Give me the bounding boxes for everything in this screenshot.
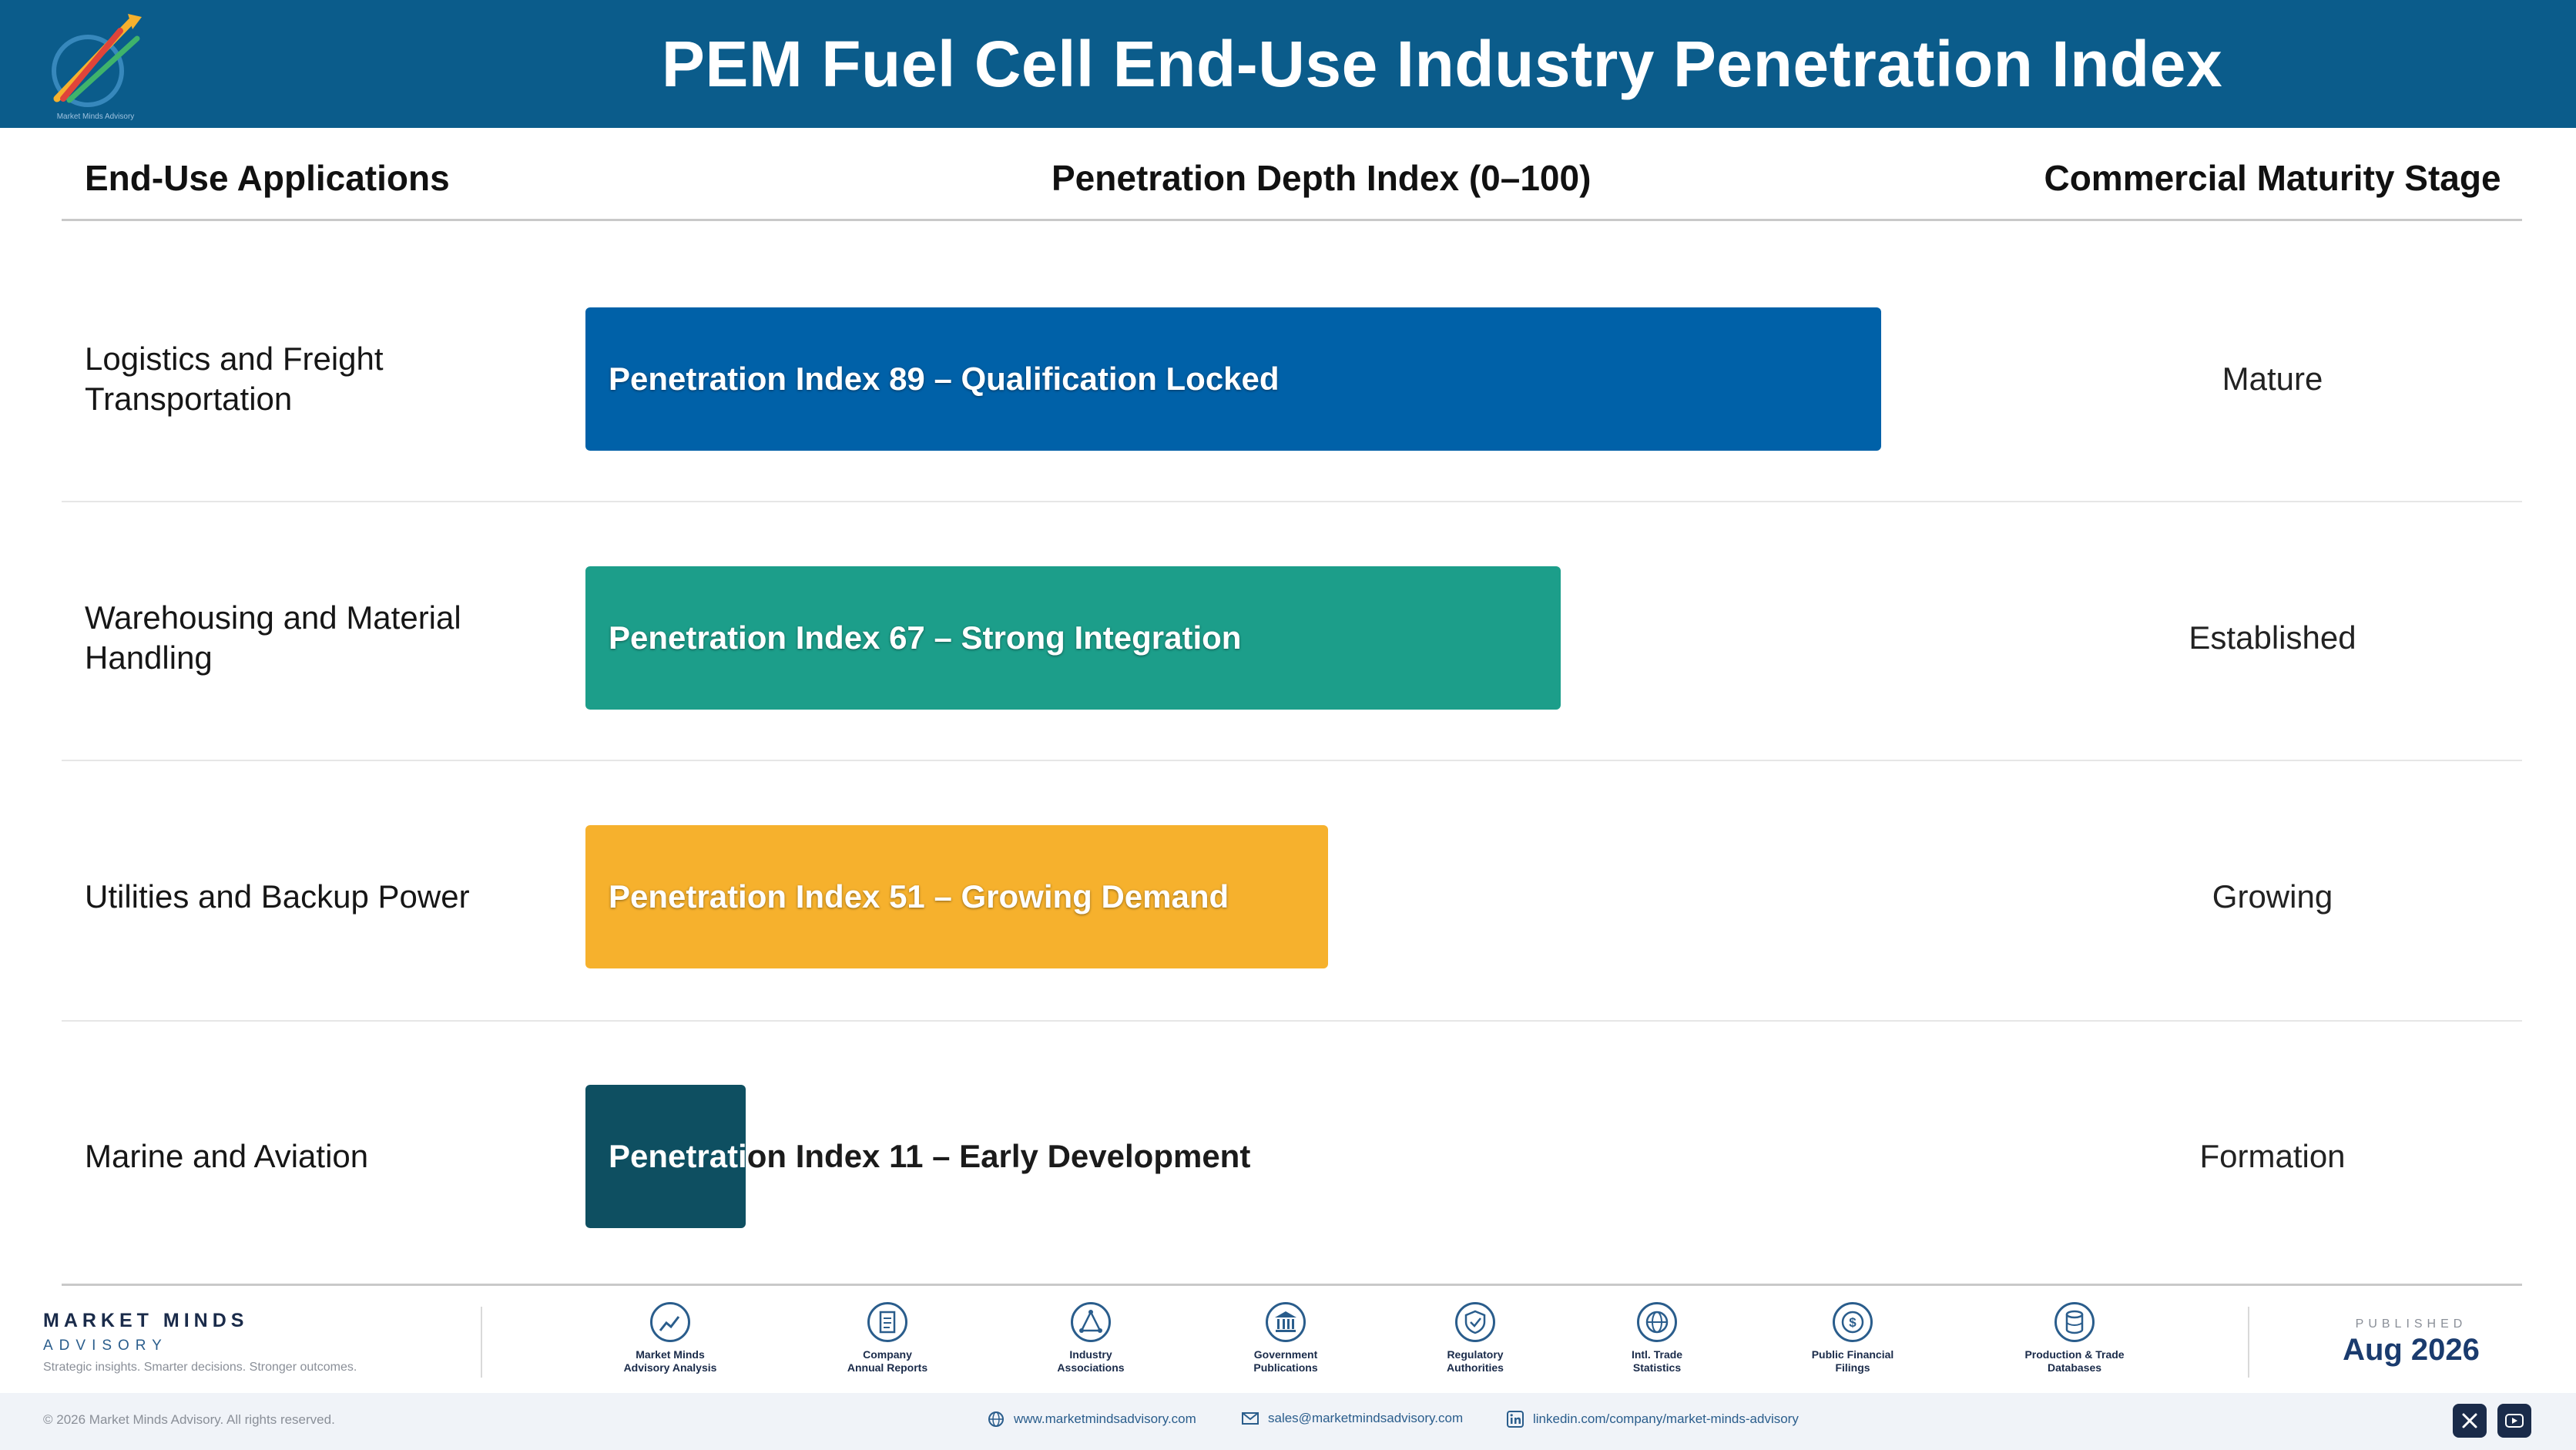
svg-text:$: $ — [1849, 1315, 1857, 1330]
row-divider — [62, 760, 2522, 761]
maturity-stage: Growing — [2212, 878, 2333, 915]
linkedin-icon — [1507, 1411, 1524, 1428]
source-label-line2: Databases — [2047, 1361, 2102, 1374]
dollar-coin-icon: $ — [1833, 1302, 1873, 1342]
source-label-line2: Associations — [1057, 1361, 1125, 1374]
mail-icon — [1242, 1412, 1259, 1425]
source-label: Production & Trade Databases — [1997, 1348, 2152, 1374]
source-label: Regulatory Authorities — [1398, 1348, 1552, 1374]
trend-chart-icon — [650, 1302, 690, 1342]
footer-separator — [2248, 1307, 2249, 1378]
column-header-index: Penetration Depth Index (0–100) — [1052, 158, 1592, 198]
maturity-stage: Established — [2189, 619, 2356, 656]
bar-label: Penetration Index 67 – Strong Integratio… — [609, 619, 1242, 656]
bar — [585, 307, 1881, 451]
company-logo-icon: Market Minds Advisory — [52, 14, 142, 121]
bar — [585, 825, 1328, 968]
brand-tagline: Strategic insights. Smarter decisions. S… — [43, 1361, 357, 1374]
source-label-line1: Intl. Trade — [1631, 1348, 1683, 1361]
source-label-line1: Public Financial — [1811, 1348, 1894, 1361]
source-label-line1: Production & Trade — [2024, 1348, 2125, 1361]
source-label: Company Annual Reports — [810, 1348, 964, 1374]
linkedin-text: linkedin.com/company/market-minds-adviso… — [1533, 1411, 1799, 1426]
database-icon — [2054, 1302, 2095, 1342]
source-label-line2: Authorities — [1447, 1361, 1504, 1374]
email-link[interactable]: sales@marketmindsadvisory.com — [1242, 1411, 1463, 1426]
published-date: Aug 2026 — [2343, 1333, 2480, 1367]
column-header-stage: Commercial Maturity Stage — [2044, 158, 2501, 198]
footer-divider — [62, 1284, 2522, 1286]
source-label: Public Financial Filings — [1776, 1348, 1930, 1374]
bar-label: Penetration Index 11 – Early Development — [609, 1133, 1250, 1180]
source-label-line1: Market Minds — [636, 1348, 705, 1361]
source-label-line1: Industry — [1069, 1348, 1112, 1361]
source-label-line2: Statistics — [1632, 1361, 1682, 1374]
column-header-applications: End-Use Applications — [85, 158, 450, 198]
source-item: Production & Trade Databases — [1990, 1302, 2159, 1374]
row-label: Marine and Aviation — [85, 1138, 369, 1174]
website-link[interactable]: www.marketmindsadvisory.com — [988, 1411, 1196, 1428]
document-icon — [867, 1302, 907, 1342]
source-label-line1: Government — [1253, 1348, 1318, 1361]
youtube-social-button[interactable] — [2497, 1404, 2531, 1438]
row-label: Utilities and Backup Power — [85, 878, 470, 915]
source-item: $ Public Financial Filings — [1768, 1302, 1937, 1374]
header-bar: Market Minds Advisory PEM Fuel Cell End-… — [0, 0, 2576, 128]
brand-subtitle: ADVISORY — [43, 1338, 168, 1354]
source-label: Industry Associations — [1014, 1348, 1168, 1374]
maturity-stage: Mature — [2222, 361, 2323, 397]
row-divider — [62, 1020, 2522, 1022]
source-label-line2: Filings — [1835, 1361, 1870, 1374]
shield-check-icon — [1455, 1302, 1495, 1342]
source-label-line1: Regulatory — [1447, 1348, 1504, 1361]
bar — [585, 566, 1561, 710]
source-item: Regulatory Authorities — [1390, 1302, 1560, 1374]
header-divider — [62, 219, 2522, 221]
source-label-line2: Advisory Analysis — [623, 1361, 717, 1374]
copyright-text: © 2026 Market Minds Advisory. All rights… — [43, 1412, 335, 1427]
footer-bottom-strip — [0, 1393, 2576, 1450]
globe-icon — [988, 1411, 1004, 1427]
source-label: Intl. Trade Statistics — [1580, 1348, 1734, 1374]
brand-name: MARKET MINDS — [43, 1310, 249, 1331]
network-icon — [1071, 1302, 1111, 1342]
row-label: Logistics and Freight Transportation — [85, 341, 384, 417]
row-label: Warehousing and Material Handling — [85, 599, 461, 676]
source-item: Industry Associations — [1006, 1302, 1176, 1374]
source-label: Market Minds Advisory Analysis — [593, 1348, 747, 1374]
bar-label: Penetration Index 89 – Qualification Loc… — [609, 361, 1280, 397]
x-logo-icon — [2462, 1413, 2477, 1428]
website-text: www.marketmindsadvisory.com — [1014, 1411, 1196, 1426]
source-label-line1: Company — [863, 1348, 912, 1361]
row-divider — [62, 501, 2522, 502]
source-item: Company Annual Reports — [803, 1302, 972, 1374]
published-label: PUBLISHED — [2355, 1317, 2467, 1331]
footer-separator — [481, 1307, 482, 1378]
x-social-button[interactable] — [2453, 1404, 2487, 1438]
email-text: sales@marketmindsadvisory.com — [1268, 1411, 1464, 1425]
source-item: Government Publications — [1201, 1302, 1370, 1374]
bar-label: Penetration Index 51 – Growing Demand — [609, 878, 1229, 915]
svg-text:Market Minds Advisory: Market Minds Advisory — [57, 112, 135, 121]
source-label-line2: Publications — [1253, 1361, 1318, 1374]
source-label: Government Publications — [1209, 1348, 1363, 1374]
linkedin-link[interactable]: linkedin.com/company/market-minds-adviso… — [1507, 1411, 1799, 1428]
bar — [585, 1085, 746, 1228]
source-label-line2: Annual Reports — [847, 1361, 928, 1374]
source-item: Intl. Trade Statistics — [1572, 1302, 1742, 1374]
globe-icon — [1637, 1302, 1677, 1342]
source-item: Market Minds Advisory Analysis — [585, 1302, 755, 1374]
maturity-stage: Formation — [2199, 1138, 2346, 1174]
government-building-icon — [1266, 1302, 1306, 1342]
page-title: PEM Fuel Cell End-Use Industry Penetrati… — [661, 27, 2223, 100]
youtube-icon — [2505, 1414, 2524, 1428]
